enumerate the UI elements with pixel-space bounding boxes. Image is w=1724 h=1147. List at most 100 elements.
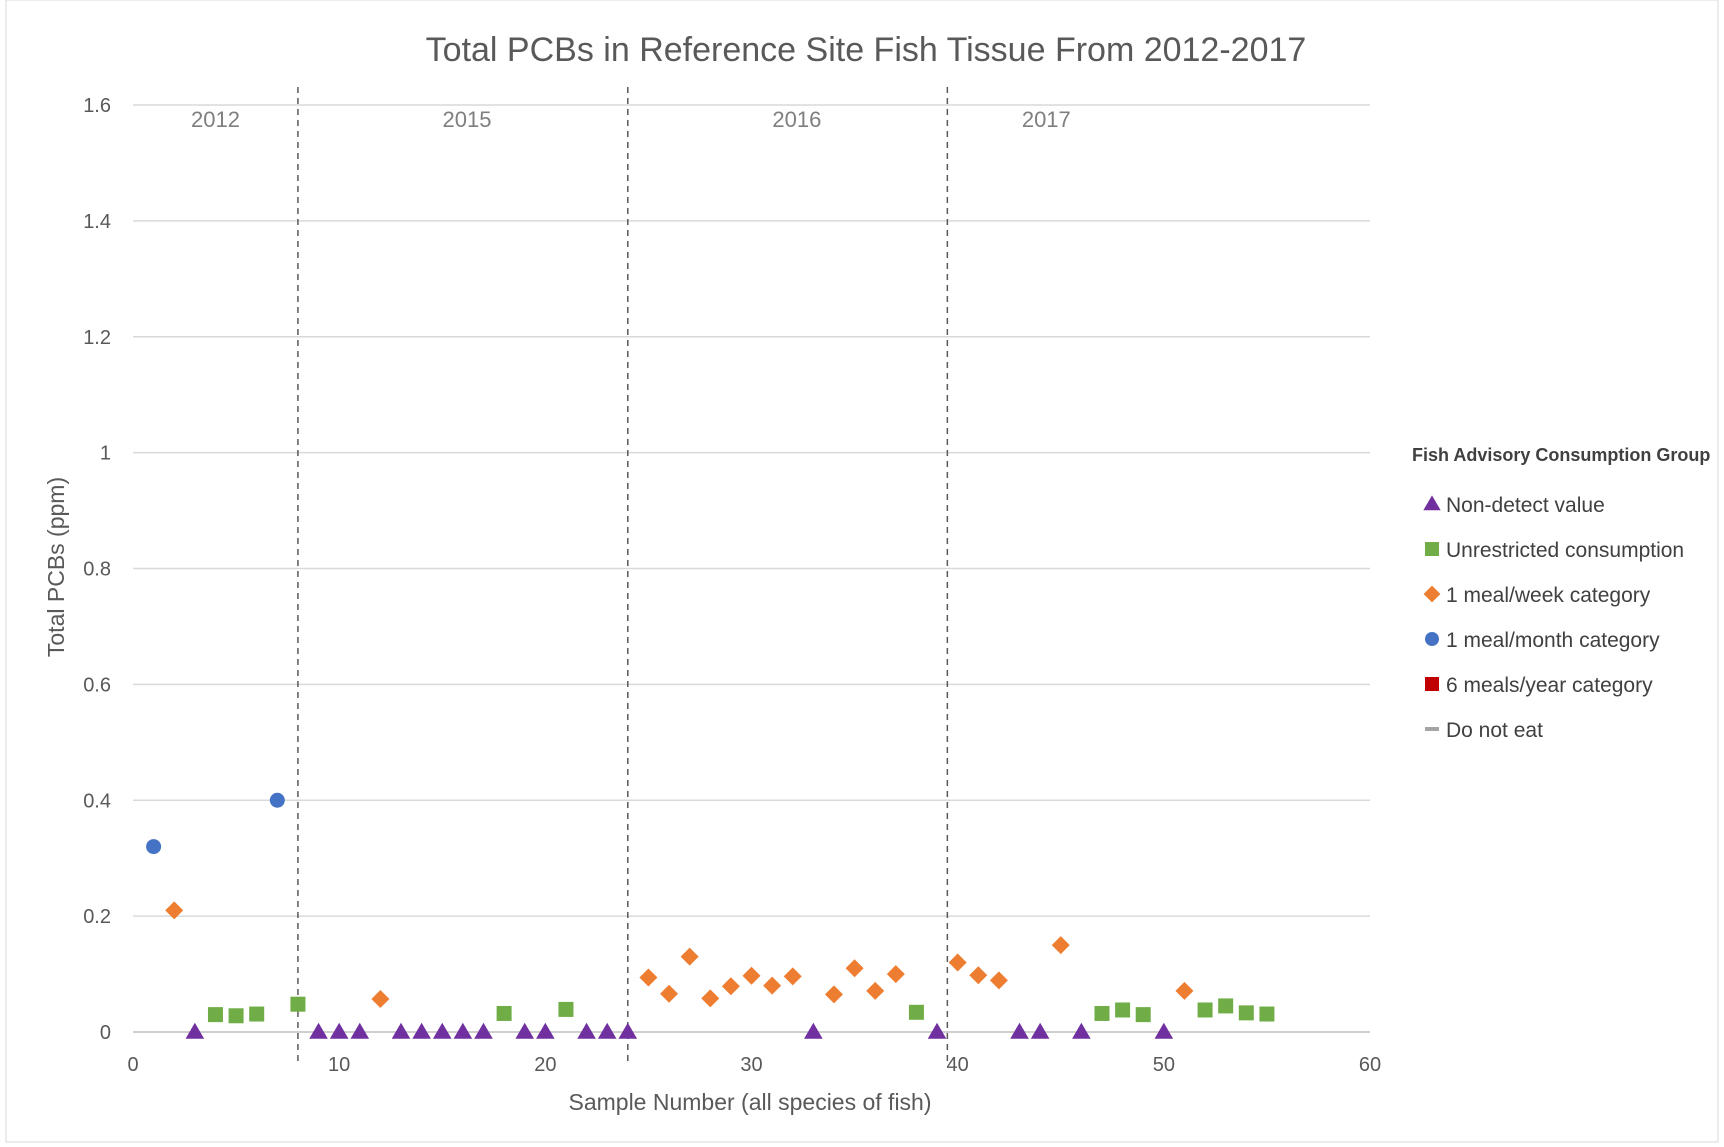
x-tick-label: 20 [534, 1054, 556, 1076]
series-non-detect-value [185, 1022, 1174, 1039]
legend: Fish Advisory Consumption Group Non-dete… [1412, 445, 1710, 742]
legend-label: Do not eat [1446, 719, 1543, 742]
data-point [453, 1022, 473, 1039]
data-point [969, 966, 988, 985]
data-point [228, 1008, 244, 1024]
data-point [290, 996, 306, 1012]
legend-label: 1 meal/month category [1446, 629, 1660, 652]
data-point [866, 981, 885, 1000]
data-point [1094, 1005, 1110, 1021]
year-label: 2017 [1022, 107, 1071, 132]
y-tick-label: 1 [100, 443, 111, 465]
data-point [886, 965, 905, 984]
legend-marker [1425, 542, 1439, 556]
data-point [1051, 936, 1070, 955]
y-tick-label: 0.4 [83, 790, 111, 812]
chart-title: Total PCBs in Reference Site Fish Tissue… [426, 31, 1307, 69]
legend-label: Unrestricted consumption [1446, 539, 1684, 562]
x-tick-label: 50 [1153, 1054, 1175, 1076]
data-point [804, 1022, 823, 1039]
x-tick-label: 60 [1359, 1054, 1381, 1076]
legend-marker [1425, 632, 1439, 646]
data-point [1238, 1005, 1254, 1021]
data-point [680, 947, 699, 966]
legend-marker [1423, 495, 1441, 511]
y-tick-labels: 0 0.2 0.4 0.6 0.8 1 1.2 1.4 1.6 [83, 95, 111, 1044]
series-1-meal-month-category [146, 792, 285, 855]
legend-label: 1 meal/week category [1446, 584, 1651, 607]
y-tick-label: 1.2 [83, 327, 111, 349]
y-tick-label: 1.6 [83, 95, 111, 117]
year-labels: 2012 2015 2016 2017 [191, 107, 1071, 132]
data-point [824, 985, 843, 1004]
legend-label: Non-detect value [1446, 494, 1605, 517]
y-tick-label: 0.6 [83, 674, 111, 696]
data-point [185, 1022, 205, 1039]
data-point [412, 1022, 431, 1039]
data-point [763, 976, 782, 995]
y-axis-title: Total PCBs (ppm) [43, 477, 69, 657]
gridlines [133, 104, 1370, 1033]
data-point [536, 1022, 555, 1039]
y-tick-label: 0 [100, 1022, 111, 1044]
data-point [146, 839, 162, 855]
data-point [391, 1022, 411, 1039]
data-point [1197, 1002, 1213, 1018]
chart-frame [5, 0, 1719, 1143]
data-point [350, 1022, 370, 1039]
data-point [1135, 1007, 1151, 1023]
y-tick-label: 0.2 [83, 906, 111, 928]
data-point [742, 966, 761, 985]
data-point [577, 1022, 596, 1039]
data-point [1259, 1006, 1275, 1022]
year-label: 2012 [191, 107, 240, 132]
year-dividers [297, 87, 949, 1066]
legend-marker [1425, 727, 1439, 731]
data-point [783, 967, 802, 986]
data-point [927, 1022, 947, 1039]
data-point [989, 971, 1008, 990]
data-point [618, 1022, 638, 1039]
series-1-meal-week-category [165, 901, 1194, 1008]
data-point [597, 1022, 617, 1039]
data-point [701, 989, 720, 1008]
data-point [515, 1022, 535, 1039]
data-point [558, 1001, 574, 1017]
year-label: 2016 [772, 107, 821, 132]
x-tick-labels: 0 10 20 30 40 50 60 [127, 1054, 1381, 1076]
data-point [474, 1022, 493, 1039]
legend-title: Fish Advisory Consumption Group [1412, 445, 1710, 465]
x-tick-label: 10 [328, 1054, 350, 1076]
data-point [908, 1004, 924, 1020]
data-point [1010, 1022, 1029, 1039]
legend-marker [1425, 677, 1439, 691]
x-axis-title: Sample Number (all species of fish) [568, 1089, 931, 1115]
data-point [432, 1022, 452, 1039]
data-point [165, 901, 184, 920]
data-point [496, 1005, 512, 1021]
data-point [329, 1022, 349, 1039]
data-point [1218, 998, 1234, 1014]
data-point [269, 792, 285, 808]
data-point [639, 968, 658, 987]
data-point [845, 959, 864, 978]
year-label: 2015 [443, 107, 492, 132]
data-point [948, 953, 967, 972]
data-point [721, 977, 740, 996]
data-point [1072, 1022, 1091, 1039]
legend-marker [1423, 585, 1441, 603]
y-tick-label: 1.4 [83, 211, 111, 233]
data-point [660, 984, 679, 1003]
data-point [309, 1022, 328, 1039]
x-tick-label: 30 [740, 1054, 762, 1076]
data-point [1175, 981, 1194, 1000]
data-point [371, 989, 390, 1008]
data-point [207, 1007, 223, 1023]
data-point [1115, 1002, 1131, 1018]
x-tick-label: 40 [947, 1054, 969, 1076]
y-tick-label: 0.8 [83, 559, 111, 581]
x-tick-label: 0 [127, 1054, 138, 1076]
data-point [1154, 1022, 1174, 1039]
